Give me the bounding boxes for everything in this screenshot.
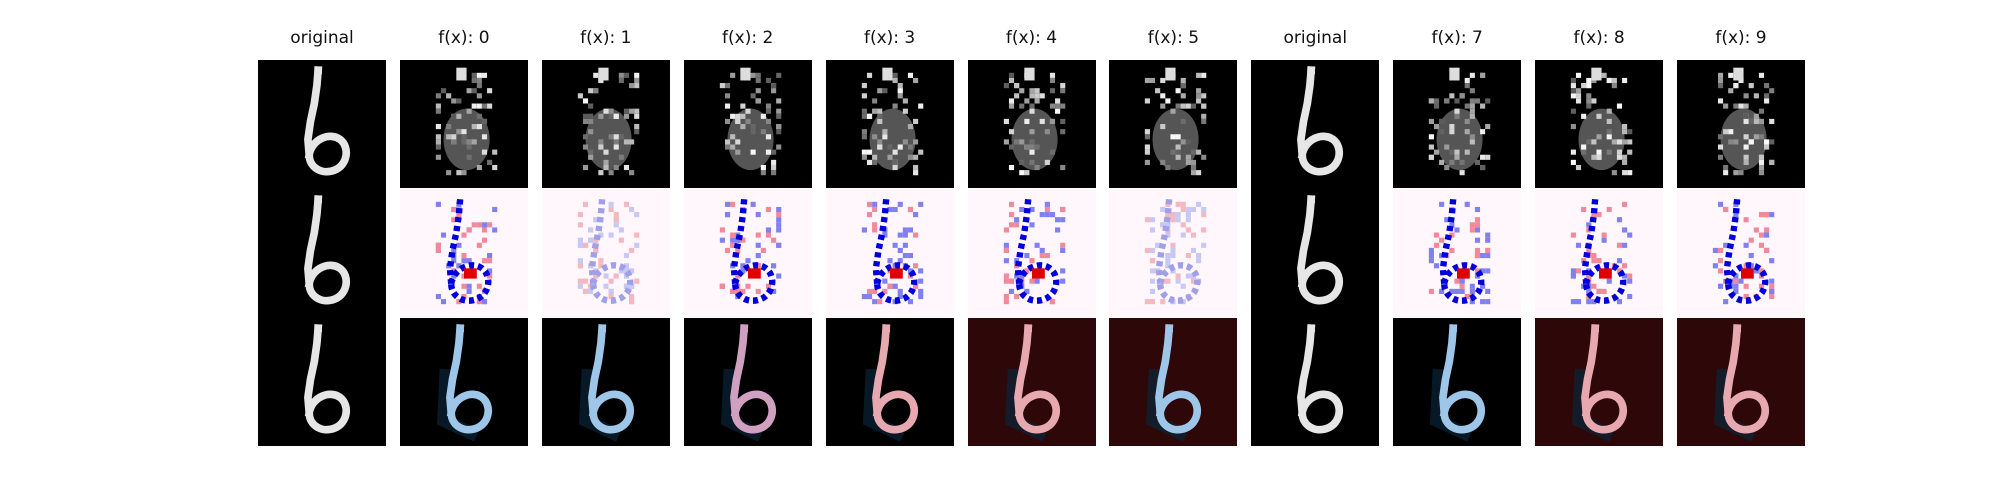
- activation-map: [683, 60, 812, 188]
- overlay-image: [1109, 318, 1238, 446]
- overlay-image: [1677, 318, 1805, 446]
- overlay-image: [825, 318, 954, 446]
- overlay-image: [1393, 318, 1522, 446]
- attribution-heatmap: [1109, 189, 1238, 317]
- activation-map: [541, 60, 670, 188]
- column-title: f(x): 2: [722, 28, 774, 48]
- activation-map: [1393, 60, 1522, 188]
- activation-map: [1535, 60, 1664, 188]
- attribution-heatmap: [1393, 189, 1522, 317]
- overlay-image: [1535, 318, 1664, 446]
- overlay-image: [399, 318, 528, 446]
- column-title: f(x): 8: [1573, 28, 1625, 48]
- attribution-heatmap: [541, 189, 670, 317]
- overlay-image: [683, 318, 812, 446]
- column-title: f(x): 0: [438, 28, 490, 48]
- attribution-heatmap: [967, 189, 1096, 317]
- attribution-heatmap: [1535, 189, 1664, 317]
- attribution-heatmap: [825, 189, 954, 317]
- overlay-image: [541, 318, 670, 446]
- activation-map: [825, 60, 954, 188]
- overlay-image: [967, 318, 1096, 446]
- original-digit-image: [1251, 60, 1380, 446]
- attribution-heatmap: [683, 189, 812, 317]
- column-title: f(x): 5: [1147, 28, 1200, 48]
- column-title: f(x): 3: [863, 28, 916, 48]
- activation-map: [967, 60, 1096, 188]
- column-title: f(x): 9: [1715, 28, 1767, 48]
- column-title: f(x): 4: [1005, 28, 1058, 48]
- attribution-heatmap: [1677, 189, 1805, 317]
- attribution-heatmap: [399, 189, 528, 317]
- activation-map: [399, 60, 528, 188]
- activation-map: [1109, 60, 1238, 188]
- column-title: f(x): 7: [1431, 28, 1483, 48]
- column-title: f(x): 1: [580, 28, 632, 48]
- column-title: original: [290, 28, 354, 48]
- original-digit-image: [258, 60, 386, 446]
- activation-map: [1677, 60, 1805, 188]
- column-title: original: [1283, 28, 1348, 48]
